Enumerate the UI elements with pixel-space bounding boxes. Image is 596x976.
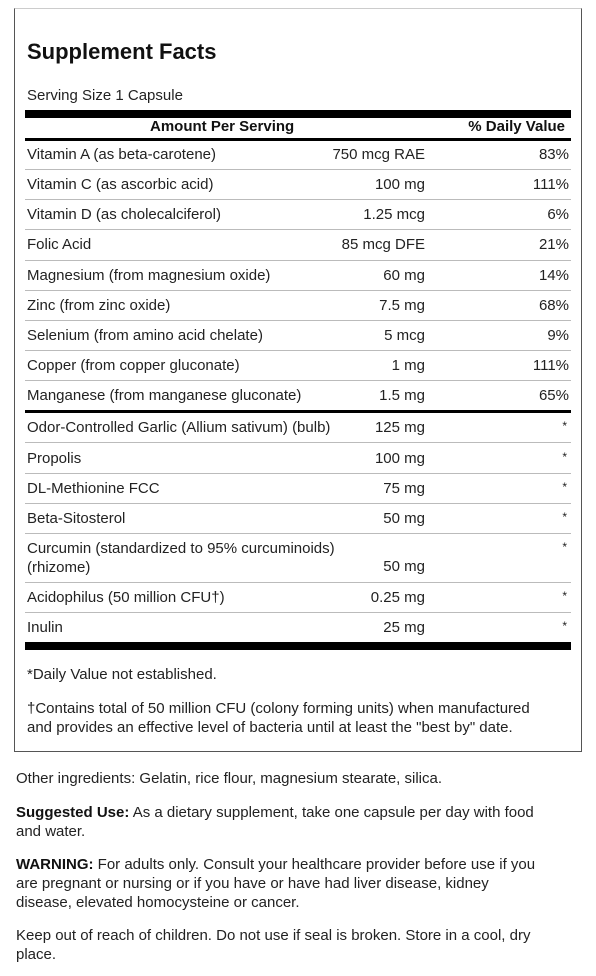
nutrient-daily-value: 111%: [532, 176, 569, 193]
nutrient-amount: 7.5 mg: [379, 297, 425, 314]
daily-value-not-established-mark: *: [562, 540, 567, 554]
row-divider: [25, 612, 571, 613]
nutrient-daily-value: 21%: [538, 236, 569, 253]
nutrient-name: Vitamin D (as cholecalciferol): [27, 206, 221, 223]
ingredient-amount: 0.25 mg: [370, 589, 425, 606]
serving-size: Serving Size 1 Capsule: [27, 87, 183, 104]
ingredient-name-line-2: (rhizome): [27, 559, 91, 576]
storage-line-2: place.: [16, 946, 57, 963]
nutrient-daily-value: 6%: [547, 206, 569, 223]
ingredient-name-line-1: Curcumin (standardized to 95% curcuminoi…: [27, 540, 335, 557]
thick-divider: [25, 110, 571, 118]
suggested-use-label: Suggested Use:: [16, 804, 130, 821]
row-divider: [25, 320, 571, 321]
row-divider: [25, 350, 571, 351]
row-divider: [25, 290, 571, 291]
facts-title: Supplement Facts: [27, 39, 217, 64]
daily-value-not-established-mark: *: [562, 619, 567, 633]
daily-value-not-established-mark: *: [562, 419, 567, 433]
ingredient-amount: 100 mg: [374, 450, 425, 467]
ingredient-name: Acidophilus (50 million CFU†): [27, 589, 225, 606]
nutrient-name: Magnesium (from magnesium oxide): [27, 267, 271, 284]
other-ingredients: Other ingredients: Gelatin, rice flour, …: [16, 770, 443, 787]
supplement-facts-panel: Supplement Facts Serving Size 1 Capsule …: [14, 8, 582, 752]
nutrient-name: Copper (from copper gluconate): [27, 357, 240, 374]
warning-line-2: are pregnant or nursing or if you have o…: [16, 875, 489, 892]
row-divider: [25, 503, 571, 504]
ingredient-name: Beta-Sitosterol: [27, 510, 126, 527]
ingredient-name: Inulin: [27, 619, 63, 636]
nutrient-name: Manganese (from manganese gluconate): [27, 387, 302, 404]
row-divider: [25, 260, 571, 261]
table-row: Curcumin (standardized to 95% curcuminoi…: [25, 539, 571, 587]
header-amount-per-serving: Amount Per Serving: [150, 118, 295, 135]
daily-value-not-established-mark: *: [562, 480, 567, 494]
section-divider: [25, 410, 571, 413]
ingredient-name: Propolis: [27, 450, 82, 467]
row-divider: [25, 169, 571, 170]
daily-value-not-established-mark: *: [562, 510, 567, 524]
footnote-cfu-line-2: and provides an effective level of bacte…: [27, 719, 513, 736]
row-divider: [25, 442, 571, 443]
footnote-cfu: †Contains total of 50 million CFU (colon…: [27, 699, 530, 737]
suggested-use-line-2: and water.: [16, 823, 86, 840]
warning-label: WARNING:: [16, 856, 94, 873]
header-daily-value: % Daily Value: [468, 118, 565, 135]
nutrient-amount: 100 mg: [374, 176, 425, 193]
row-divider: [25, 473, 571, 474]
nutrient-amount: 1.25 mcg: [363, 206, 425, 223]
nutrient-daily-value: 65%: [538, 387, 569, 404]
nutrient-name: Vitamin A (as beta-carotene): [27, 146, 216, 163]
nutrient-name: Zinc (from zinc oxide): [27, 297, 171, 314]
ingredient-name: Curcumin (standardized to 95% curcuminoi…: [27, 539, 335, 577]
nutrient-name: Vitamin C (as ascorbic acid): [27, 176, 214, 193]
ingredient-amount: 125 mg: [374, 419, 425, 436]
nutrient-amount: 5 mcg: [384, 327, 425, 344]
daily-value-not-established-mark: *: [562, 589, 567, 603]
nutrient-name: Folic Acid: [27, 236, 92, 253]
nutrient-daily-value: 111%: [532, 357, 569, 374]
suggested-use: Suggested Use: As a dietary supplement, …: [16, 803, 576, 841]
ingredient-amount: 75 mg: [383, 480, 425, 497]
nutrient-amount: 1.5 mg: [379, 387, 425, 404]
warning-line-3: disease, elevated homocysteine or cancer…: [16, 894, 300, 911]
warning-line-1: For adults only. Consult your healthcare…: [93, 856, 536, 873]
nutrient-daily-value: 83%: [538, 146, 569, 163]
nutrient-amount: 1 mg: [391, 357, 425, 374]
row-divider: [25, 533, 571, 534]
row-divider: [25, 229, 571, 230]
nutrient-amount: 60 mg: [383, 267, 425, 284]
nutrient-daily-value: 9%: [547, 327, 569, 344]
table-header: Amount Per Serving % Daily Value: [25, 117, 571, 137]
ingredient-amount: 50 mg: [383, 558, 425, 575]
ingredient-amount: 25 mg: [383, 619, 425, 636]
thick-divider-bottom: [25, 642, 571, 650]
nutrient-daily-value: 14%: [538, 267, 569, 284]
row-divider: [25, 380, 571, 381]
suggested-use-line-1: As a dietary supplement, take one capsul…: [129, 804, 534, 821]
nutrient-amount: 750 mcg RAE: [332, 146, 425, 163]
ingredient-name: Odor-Controlled Garlic (Allium sativum) …: [27, 419, 331, 436]
nutrient-name: Selenium (from amino acid chelate): [27, 327, 263, 344]
footnote-cfu-line-1: †Contains total of 50 million CFU (colon…: [27, 700, 530, 717]
header-divider: [25, 138, 571, 141]
nutrient-daily-value: 68%: [538, 297, 569, 314]
daily-value-not-established-mark: *: [562, 450, 567, 464]
warning: WARNING: For adults only. Consult your h…: [16, 855, 576, 912]
footnote-daily-value: *Daily Value not established.: [27, 666, 217, 683]
row-divider: [25, 199, 571, 200]
ingredient-amount: 50 mg: [383, 510, 425, 527]
ingredient-name: DL-Methionine FCC: [27, 480, 160, 497]
nutrient-amount: 85 mcg DFE: [341, 236, 425, 253]
storage-line-1: Keep out of reach of children. Do not us…: [16, 927, 531, 944]
row-divider: [25, 582, 571, 583]
storage-instructions: Keep out of reach of children. Do not us…: [16, 926, 576, 964]
